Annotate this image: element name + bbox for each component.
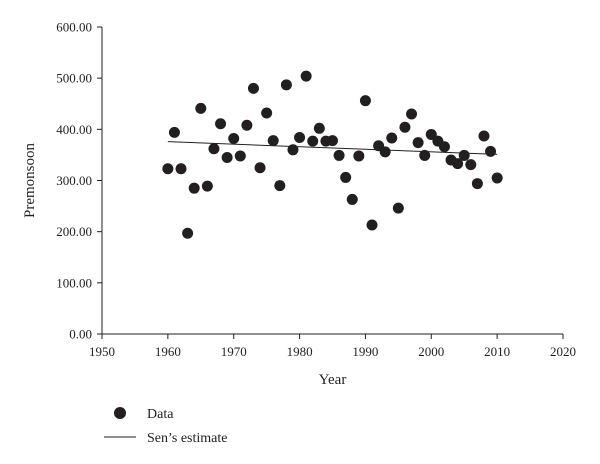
y-tick-label: 600.00	[56, 20, 92, 35]
data-point	[333, 149, 345, 161]
data-point	[221, 151, 233, 163]
y-tick-label: 300.00	[56, 173, 92, 188]
data-points	[162, 70, 503, 239]
y-tick-label: 100.00	[56, 275, 92, 290]
data-point	[254, 162, 266, 174]
x-tick-label: 2010	[484, 344, 510, 359]
data-point	[294, 132, 306, 144]
data-point	[162, 163, 174, 175]
data-point	[234, 150, 246, 162]
x-tick-label: 1960	[155, 344, 181, 359]
x-axis-ticks: 1950 1960 1970 1980 1990 2000 2010 2020	[89, 334, 576, 359]
y-tick-label: 200.00	[56, 224, 92, 239]
legend-label-sens-estimate: Sen’s estimate	[147, 431, 228, 446]
data-point	[412, 137, 424, 149]
y-axis-ticks: 0.00 100.00 200.00 300.00 400.00 500.00 600.00	[56, 20, 102, 342]
data-point	[261, 107, 273, 119]
data-point	[485, 145, 497, 157]
x-tick-label: 1950	[89, 344, 115, 359]
x-tick-label: 1980	[287, 344, 313, 359]
data-point	[215, 118, 227, 130]
data-point	[359, 95, 371, 107]
y-tick-label: 0.00	[69, 327, 92, 342]
data-point	[491, 172, 503, 184]
data-point	[392, 202, 404, 214]
data-point	[458, 149, 470, 161]
data-point	[471, 178, 483, 190]
data-point	[419, 149, 431, 161]
data-point	[267, 135, 279, 147]
data-point	[452, 158, 464, 170]
data-point	[228, 133, 240, 145]
data-point	[168, 126, 180, 138]
data-point	[300, 70, 312, 82]
x-axis-title: Year	[319, 372, 347, 388]
data-point	[386, 132, 398, 144]
data-point	[241, 119, 253, 131]
data-point	[406, 108, 418, 120]
sens-estimate-line	[167, 141, 498, 155]
x-tick-label: 2020	[550, 344, 576, 359]
data-point	[340, 171, 352, 183]
data-point	[313, 122, 325, 134]
x-tick-label: 1970	[221, 344, 247, 359]
y-axis-title: Premonsoon	[22, 143, 38, 219]
data-point	[208, 143, 220, 155]
data-point	[438, 141, 450, 153]
data-point	[465, 159, 477, 171]
data-point	[379, 146, 391, 158]
data-point	[307, 135, 319, 147]
data-point	[353, 150, 365, 162]
legend: Data Sen’s estimate	[104, 407, 228, 446]
data-point	[327, 135, 338, 147]
plot-area: 1950 1960 1970 1980 1990 2000 2010 2020 0.00 100…	[56, 20, 576, 360]
legend-data-marker	[114, 407, 126, 419]
data-point	[201, 180, 213, 192]
data-point	[188, 182, 200, 194]
x-tick-label: 2000	[418, 344, 444, 359]
data-point	[182, 227, 194, 239]
data-point	[195, 102, 207, 114]
data-point	[175, 163, 187, 175]
data-point	[274, 180, 286, 192]
data-point	[346, 193, 358, 205]
data-point	[247, 82, 259, 94]
y-tick-label: 400.00	[56, 122, 92, 137]
data-point	[399, 121, 411, 133]
y-tick-label: 500.00	[56, 71, 92, 86]
data-point	[280, 79, 292, 91]
data-point	[366, 219, 378, 231]
x-tick-label: 1990	[352, 344, 378, 359]
data-point	[478, 130, 490, 142]
legend-label-data: Data	[147, 407, 174, 422]
